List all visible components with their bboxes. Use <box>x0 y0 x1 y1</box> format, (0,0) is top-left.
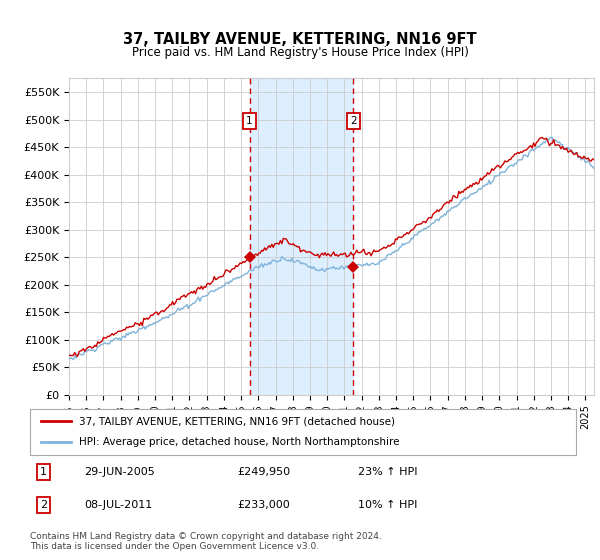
Text: 2: 2 <box>40 500 47 510</box>
Text: Contains HM Land Registry data © Crown copyright and database right 2024.
This d: Contains HM Land Registry data © Crown c… <box>30 532 382 552</box>
Text: 1: 1 <box>246 116 253 127</box>
Text: 37, TAILBY AVENUE, KETTERING, NN16 9FT (detached house): 37, TAILBY AVENUE, KETTERING, NN16 9FT (… <box>79 416 395 426</box>
Text: HPI: Average price, detached house, North Northamptonshire: HPI: Average price, detached house, Nort… <box>79 437 400 447</box>
Text: 29-JUN-2005: 29-JUN-2005 <box>85 467 155 477</box>
Text: 37, TAILBY AVENUE, KETTERING, NN16 9FT: 37, TAILBY AVENUE, KETTERING, NN16 9FT <box>123 32 477 48</box>
Bar <box>250 78 353 395</box>
Text: £249,950: £249,950 <box>238 467 290 477</box>
Text: 10% ↑ HPI: 10% ↑ HPI <box>358 500 417 510</box>
Text: 08-JUL-2011: 08-JUL-2011 <box>85 500 153 510</box>
Text: 23% ↑ HPI: 23% ↑ HPI <box>358 467 417 477</box>
Text: Price paid vs. HM Land Registry's House Price Index (HPI): Price paid vs. HM Land Registry's House … <box>131 46 469 59</box>
Text: £233,000: £233,000 <box>238 500 290 510</box>
Text: 1: 1 <box>40 467 47 477</box>
Text: 2: 2 <box>350 116 356 127</box>
